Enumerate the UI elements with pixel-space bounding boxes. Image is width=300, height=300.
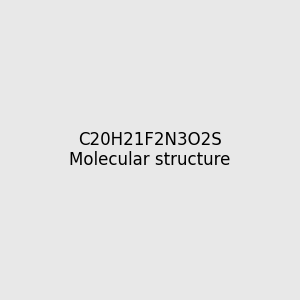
Text: C20H21F2N3O2S
Molecular structure: C20H21F2N3O2S Molecular structure [69,130,231,170]
